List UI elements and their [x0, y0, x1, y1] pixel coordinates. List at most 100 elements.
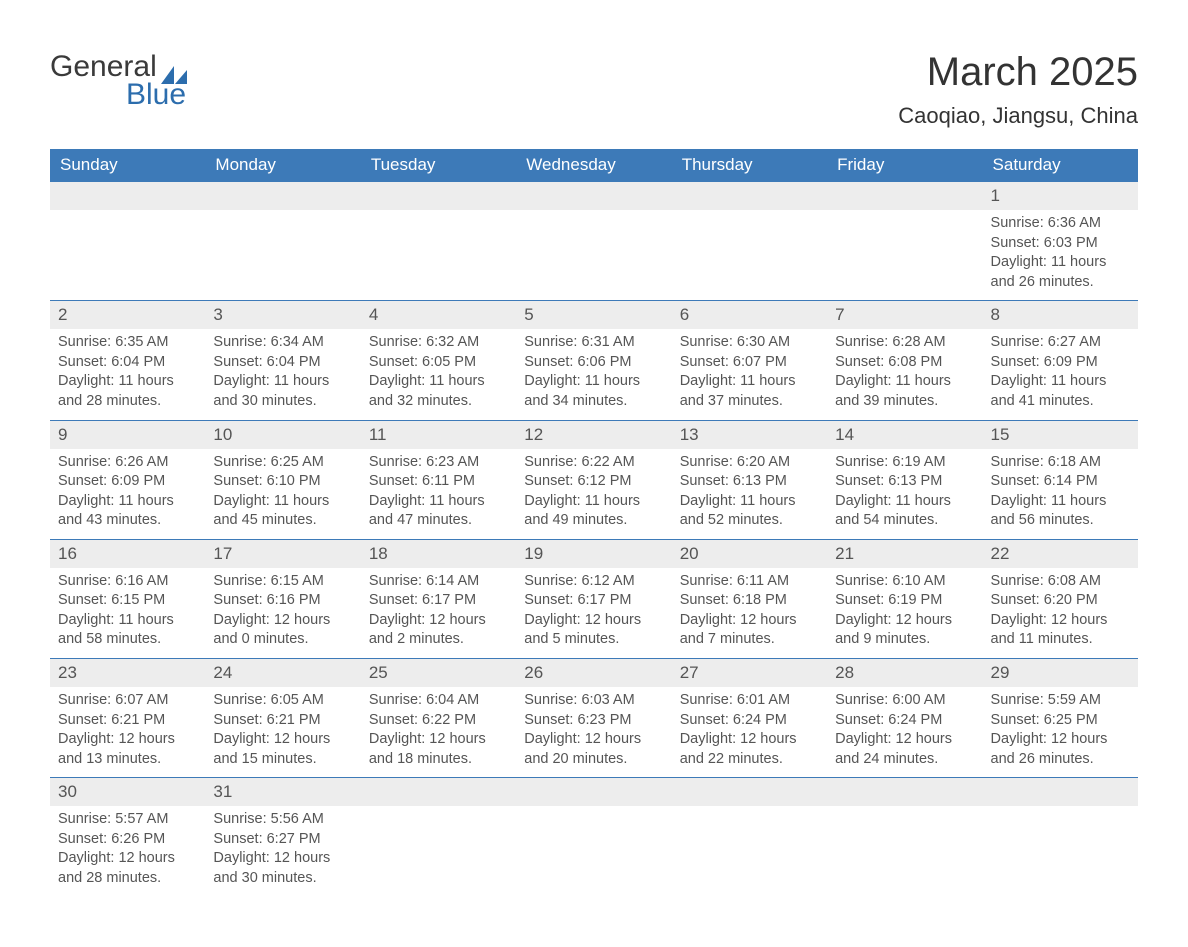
day-content: Sunrise: 6:23 AMSunset: 6:11 PMDaylight:…: [361, 449, 516, 539]
daylight-line-1: Daylight: 11 hours: [524, 492, 663, 512]
daylight-line-2: and 39 minutes.: [835, 392, 974, 412]
day-content: Sunrise: 6:18 AMSunset: 6:14 PMDaylight:…: [983, 449, 1138, 539]
day-content-cell: [983, 806, 1138, 896]
day-number: 31: [205, 778, 360, 806]
daylight-line-1: Daylight: 12 hours: [213, 730, 352, 750]
sunrise-line: Sunrise: 6:05 AM: [213, 691, 352, 711]
daylight-line-2: and 13 minutes.: [58, 750, 197, 770]
day-number: 20: [672, 540, 827, 568]
day-number: 2: [50, 301, 205, 329]
day-content: Sunrise: 6:32 AMSunset: 6:05 PMDaylight:…: [361, 329, 516, 419]
day-number: 18: [361, 540, 516, 568]
day-number-cell: 16: [50, 539, 205, 568]
sunset-line: Sunset: 6:14 PM: [991, 472, 1130, 492]
sunset-line: Sunset: 6:18 PM: [680, 591, 819, 611]
daylight-line-2: and 22 minutes.: [680, 750, 819, 770]
week-content-row: Sunrise: 6:36 AMSunset: 6:03 PMDaylight:…: [50, 210, 1138, 301]
calendar-table: Sunday Monday Tuesday Wednesday Thursday…: [50, 149, 1138, 897]
daylight-line-2: and 56 minutes.: [991, 511, 1130, 531]
day-number-cell: 26: [516, 659, 671, 688]
sunset-line: Sunset: 6:17 PM: [369, 591, 508, 611]
day-number: 6: [672, 301, 827, 329]
sunset-line: Sunset: 6:27 PM: [213, 830, 352, 850]
daylight-line-2: and 34 minutes.: [524, 392, 663, 412]
day-content: Sunrise: 6:22 AMSunset: 6:12 PMDaylight:…: [516, 449, 671, 539]
day-number-cell: [50, 182, 205, 211]
location-label: Caoqiao, Jiangsu, China: [898, 103, 1138, 129]
sunrise-line: Sunrise: 6:34 AM: [213, 333, 352, 353]
week-content-row: Sunrise: 6:26 AMSunset: 6:09 PMDaylight:…: [50, 449, 1138, 540]
daylight-line-1: Daylight: 11 hours: [58, 492, 197, 512]
logo: General Blue: [50, 50, 187, 112]
day-content-cell: Sunrise: 6:18 AMSunset: 6:14 PMDaylight:…: [983, 449, 1138, 540]
day-content-cell: [672, 806, 827, 896]
day-content-cell: Sunrise: 6:01 AMSunset: 6:24 PMDaylight:…: [672, 687, 827, 778]
day-number-cell: 31: [205, 778, 360, 807]
sunset-line: Sunset: 6:21 PM: [58, 711, 197, 731]
day-header: Wednesday: [516, 149, 671, 182]
sunrise-line: Sunrise: 6:30 AM: [680, 333, 819, 353]
day-number-cell: 3: [205, 301, 360, 330]
day-header: Tuesday: [361, 149, 516, 182]
daylight-line-1: Daylight: 11 hours: [58, 372, 197, 392]
day-content-cell: Sunrise: 6:03 AMSunset: 6:23 PMDaylight:…: [516, 687, 671, 778]
sunrise-line: Sunrise: 6:27 AM: [991, 333, 1130, 353]
day-content-cell: Sunrise: 5:57 AMSunset: 6:26 PMDaylight:…: [50, 806, 205, 896]
day-number-cell: 12: [516, 420, 671, 449]
day-header: Saturday: [983, 149, 1138, 182]
day-content-cell: Sunrise: 6:16 AMSunset: 6:15 PMDaylight:…: [50, 568, 205, 659]
day-content-cell: Sunrise: 6:36 AMSunset: 6:03 PMDaylight:…: [983, 210, 1138, 301]
day-number-cell: 2: [50, 301, 205, 330]
sunset-line: Sunset: 6:13 PM: [835, 472, 974, 492]
day-number-cell: [516, 182, 671, 211]
day-number-cell: 14: [827, 420, 982, 449]
sunrise-line: Sunrise: 5:57 AM: [58, 810, 197, 830]
day-number: 3: [205, 301, 360, 329]
day-content-cell: [516, 210, 671, 301]
day-number-cell: 5: [516, 301, 671, 330]
day-content-cell: Sunrise: 6:20 AMSunset: 6:13 PMDaylight:…: [672, 449, 827, 540]
daylight-line-2: and 7 minutes.: [680, 630, 819, 650]
sunset-line: Sunset: 6:11 PM: [369, 472, 508, 492]
day-content-cell: [516, 806, 671, 896]
sunrise-line: Sunrise: 6:03 AM: [524, 691, 663, 711]
day-content-cell: Sunrise: 6:15 AMSunset: 6:16 PMDaylight:…: [205, 568, 360, 659]
day-content-cell: Sunrise: 6:00 AMSunset: 6:24 PMDaylight:…: [827, 687, 982, 778]
day-content-cell: Sunrise: 6:31 AMSunset: 6:06 PMDaylight:…: [516, 329, 671, 420]
day-content: Sunrise: 6:16 AMSunset: 6:15 PMDaylight:…: [50, 568, 205, 658]
sunrise-line: Sunrise: 6:12 AM: [524, 572, 663, 592]
day-header: Thursday: [672, 149, 827, 182]
sunset-line: Sunset: 6:21 PM: [213, 711, 352, 731]
day-content-cell: Sunrise: 6:35 AMSunset: 6:04 PMDaylight:…: [50, 329, 205, 420]
day-number-cell: 8: [983, 301, 1138, 330]
sunrise-line: Sunrise: 6:01 AM: [680, 691, 819, 711]
daylight-line-2: and 24 minutes.: [835, 750, 974, 770]
daylight-line-1: Daylight: 12 hours: [524, 730, 663, 750]
sunset-line: Sunset: 6:22 PM: [369, 711, 508, 731]
day-content-cell: Sunrise: 5:59 AMSunset: 6:25 PMDaylight:…: [983, 687, 1138, 778]
daylight-line-2: and 11 minutes.: [991, 630, 1130, 650]
day-content: Sunrise: 6:27 AMSunset: 6:09 PMDaylight:…: [983, 329, 1138, 419]
day-number-cell: [205, 182, 360, 211]
day-content-cell: [205, 210, 360, 301]
day-content: Sunrise: 6:26 AMSunset: 6:09 PMDaylight:…: [50, 449, 205, 539]
day-number-cell: [827, 182, 982, 211]
day-number-cell: 21: [827, 539, 982, 568]
daylight-line-2: and 41 minutes.: [991, 392, 1130, 412]
sunset-line: Sunset: 6:08 PM: [835, 353, 974, 373]
day-content-cell: Sunrise: 6:26 AMSunset: 6:09 PMDaylight:…: [50, 449, 205, 540]
sunrise-line: Sunrise: 6:28 AM: [835, 333, 974, 353]
sunrise-line: Sunrise: 6:35 AM: [58, 333, 197, 353]
daylight-line-2: and 45 minutes.: [213, 511, 352, 531]
daylight-line-1: Daylight: 11 hours: [524, 372, 663, 392]
day-number-cell: 24: [205, 659, 360, 688]
day-content: Sunrise: 6:31 AMSunset: 6:06 PMDaylight:…: [516, 329, 671, 419]
day-number-cell: 11: [361, 420, 516, 449]
daylight-line-1: Daylight: 11 hours: [991, 492, 1130, 512]
day-content-cell: Sunrise: 6:22 AMSunset: 6:12 PMDaylight:…: [516, 449, 671, 540]
day-number-cell: 10: [205, 420, 360, 449]
week-number-row: 16171819202122: [50, 539, 1138, 568]
sunrise-line: Sunrise: 6:15 AM: [213, 572, 352, 592]
day-content-cell: [827, 210, 982, 301]
day-content: Sunrise: 6:11 AMSunset: 6:18 PMDaylight:…: [672, 568, 827, 658]
